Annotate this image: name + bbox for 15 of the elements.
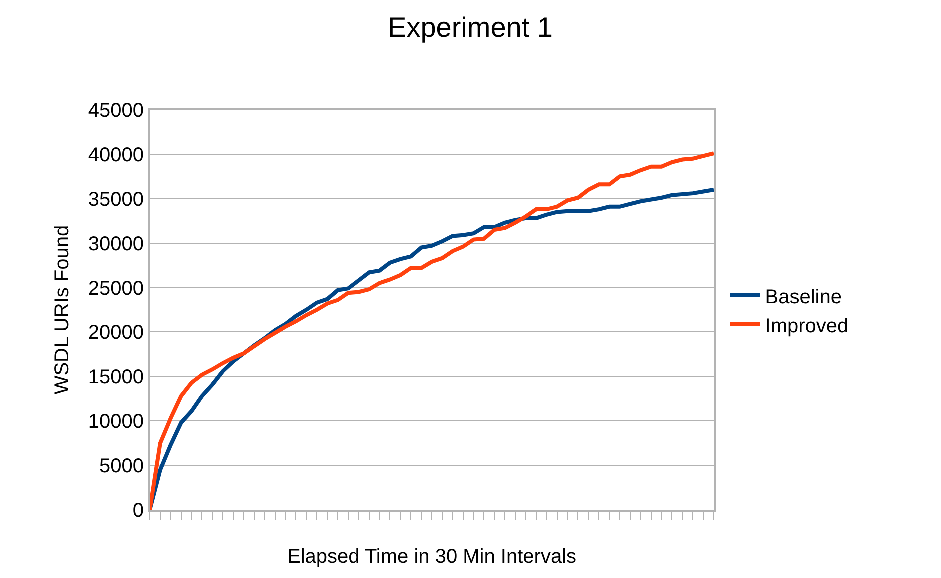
- y-tick-label: 0: [132, 500, 144, 522]
- y-tick-label: 5000: [100, 456, 144, 478]
- legend-label: Baseline: [765, 286, 842, 308]
- y-tick-label: 20000: [88, 322, 144, 344]
- y-tick-label: 40000: [88, 144, 144, 166]
- y-axis-title: WSDL URIs Found: [51, 225, 74, 395]
- y-tick-label: 15000: [88, 366, 144, 389]
- y-tick-label: 45000: [88, 100, 144, 122]
- x-axis-title: Elapsed Time in 30 Min Intervals: [287, 546, 577, 568]
- y-tick-label: 30000: [88, 233, 144, 256]
- legend-label: Improved: [765, 315, 849, 338]
- y-tick-label: 10000: [88, 411, 144, 434]
- y-tick-label: 35000: [88, 188, 144, 211]
- chart-title: Experiment 1: [388, 12, 553, 43]
- y-tick-label: 25000: [88, 278, 144, 300]
